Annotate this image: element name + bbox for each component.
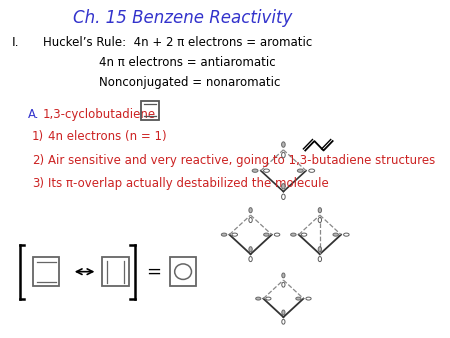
Ellipse shape [232,233,238,236]
Text: 2): 2) [32,154,44,167]
Ellipse shape [282,184,285,189]
Ellipse shape [249,217,252,223]
Text: 4n π electrons = antiaromatic: 4n π electrons = antiaromatic [99,56,276,69]
Bar [103,257,129,286]
Ellipse shape [333,233,338,236]
Ellipse shape [282,310,285,315]
Ellipse shape [274,233,280,236]
Ellipse shape [282,319,285,324]
Bar [33,257,59,286]
Ellipse shape [297,169,303,172]
Text: =: = [146,263,162,281]
Ellipse shape [318,257,322,262]
Ellipse shape [291,233,296,236]
Ellipse shape [249,257,252,262]
Ellipse shape [318,247,322,252]
Bar [170,257,196,286]
Ellipse shape [318,217,322,223]
Ellipse shape [264,169,270,172]
Ellipse shape [282,194,285,199]
Text: 3): 3) [32,177,44,190]
Text: Ch. 15 Benzene Reactivity: Ch. 15 Benzene Reactivity [73,9,293,27]
Text: 1): 1) [32,130,44,143]
Text: Huckel’s Rule:  4n + 2 π electrons = aromatic: Huckel’s Rule: 4n + 2 π electrons = arom… [43,36,312,49]
Ellipse shape [256,297,261,300]
Ellipse shape [249,208,252,213]
Ellipse shape [318,208,322,213]
Ellipse shape [309,169,315,172]
Ellipse shape [282,273,285,278]
Ellipse shape [249,247,252,252]
Text: Air sensitive and very reactive, going to 1,3-butadiene structures: Air sensitive and very reactive, going t… [48,154,435,167]
Ellipse shape [296,297,301,300]
Ellipse shape [306,297,311,300]
Text: Nonconjugated = nonaromatic: Nonconjugated = nonaromatic [99,76,280,90]
Ellipse shape [282,152,285,158]
Ellipse shape [344,233,349,236]
Ellipse shape [252,169,258,172]
Text: 4n electrons (n = 1): 4n electrons (n = 1) [48,130,167,143]
Text: I.: I. [12,36,19,49]
Text: 1,3-cyclobutadiene: 1,3-cyclobutadiene [43,108,156,121]
Ellipse shape [302,233,307,236]
Ellipse shape [266,297,271,300]
Text: A.: A. [28,108,40,121]
Ellipse shape [264,233,269,236]
Ellipse shape [282,142,285,147]
Bar [141,101,159,120]
Ellipse shape [221,233,227,236]
Ellipse shape [282,282,285,287]
Text: Its π-overlap actually destabilized the molecule: Its π-overlap actually destabilized the … [48,177,329,190]
